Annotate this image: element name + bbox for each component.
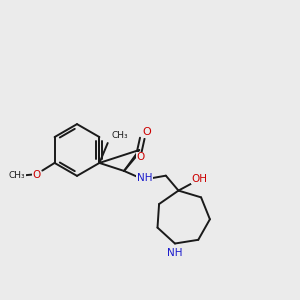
Text: NH: NH <box>167 248 183 258</box>
Text: OH: OH <box>191 174 207 184</box>
Text: O: O <box>142 127 151 137</box>
Text: CH₃: CH₃ <box>112 131 128 140</box>
Text: O: O <box>32 169 41 180</box>
Text: O: O <box>137 152 145 162</box>
Text: CH₃: CH₃ <box>9 171 26 180</box>
Text: NH: NH <box>136 173 152 183</box>
